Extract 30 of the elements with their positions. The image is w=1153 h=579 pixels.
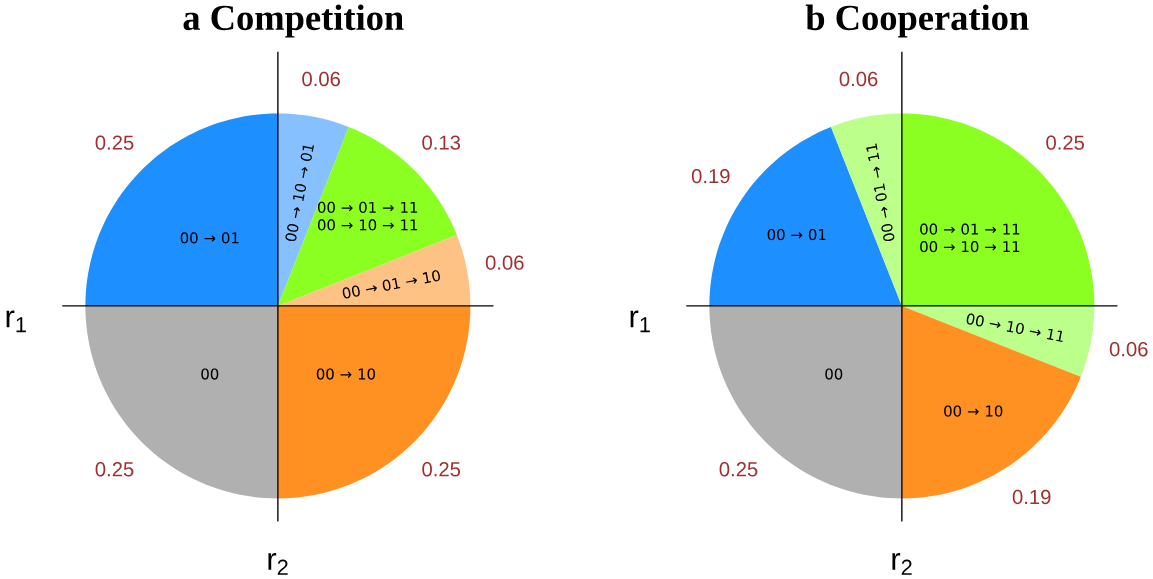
data-label: 0.25 <box>1046 135 1085 150</box>
slice-label: 00 → 10 <box>316 368 376 380</box>
data-label: 0.25 <box>95 461 134 477</box>
slice-label: 00 <box>201 368 219 380</box>
data-label: 0.06 <box>1109 341 1148 357</box>
data-label: 0.25 <box>719 461 758 477</box>
slice-label: 00 → 01 <box>767 228 826 240</box>
data-label: 0.19 <box>691 168 730 184</box>
text: r$_{1}$ <box>6 310 26 333</box>
data-label: 0.13 <box>422 135 461 150</box>
data-label: 0.06 <box>302 71 340 87</box>
slice-label: 00 → 01 → 11 <box>866 143 895 241</box>
slice-label: 00 → 10 <box>944 405 1003 417</box>
data-label: 0.06 <box>839 71 878 87</box>
data-label: 0.19 <box>1012 489 1051 505</box>
text: r$_{2}$ <box>892 552 912 575</box>
data-label: 0.25 <box>95 135 134 150</box>
slice-label: 00 → 01 <box>180 232 239 244</box>
chart-title: b Cooperation <box>805 4 1029 38</box>
slice-label: 00 → 01 → 11 00 → 10 → 11 <box>920 223 1020 253</box>
text: r$_{1}$ <box>630 310 650 333</box>
data-label: 0.06 <box>485 255 524 270</box>
slice-label: 00 → 10 → 01 <box>285 145 314 241</box>
slice-label: 00 → 01 → 11 00 → 10 → 11 <box>317 201 418 231</box>
slice-label: 00 → 01 → 10 <box>342 270 440 299</box>
chart-title: a Competition <box>183 4 404 38</box>
slice-label: 00 <box>825 368 843 380</box>
data-label: 0.25 <box>422 461 461 477</box>
slice-label: 00 → 10 → 11 <box>966 313 1063 342</box>
text: r$_{2}$ <box>268 552 288 575</box>
